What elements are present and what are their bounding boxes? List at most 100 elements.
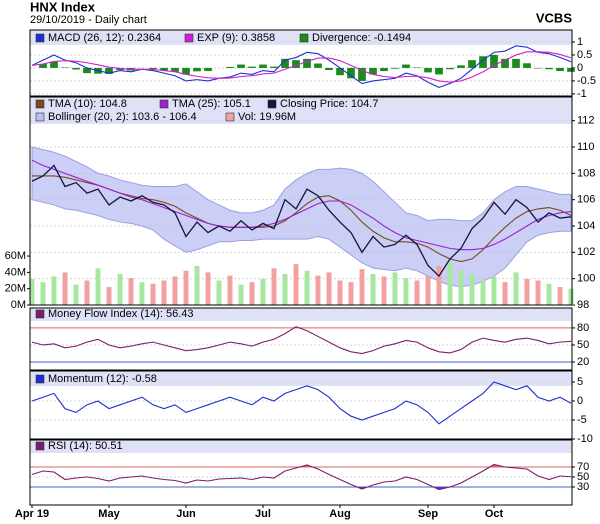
legend-label: Bollinger (20, 2): 103.6 - 106.4 <box>48 111 197 123</box>
legend-swatch <box>225 112 235 122</box>
panel-frame <box>29 370 573 440</box>
divergence-bar <box>413 67 421 68</box>
y-tick-label: -1 <box>577 88 587 100</box>
volume-bar <box>128 278 134 305</box>
y-tick-label: 30 <box>577 481 589 493</box>
y-tick-label: 5 <box>577 376 583 388</box>
divergence-bar <box>325 67 333 71</box>
volume-bar <box>227 275 233 305</box>
legend-swatch <box>35 99 45 109</box>
legend-label: TMA (25): 105.1 <box>172 98 251 110</box>
volume-bar <box>392 272 398 305</box>
volume-bar <box>370 274 376 305</box>
x-tick-label: Sep <box>418 508 438 520</box>
volume-bar <box>150 283 156 305</box>
x-tick-label: May <box>98 508 120 520</box>
divergence-bar <box>446 67 454 70</box>
volume-bar <box>271 268 277 305</box>
indicator-line <box>31 326 572 355</box>
y-tick-label: -5 <box>577 414 587 426</box>
divergence-bar <box>270 66 278 68</box>
legend-swatch <box>184 33 194 43</box>
indicator-line <box>31 159 572 251</box>
volume-bar <box>205 272 211 305</box>
y-tick-label: 80 <box>577 322 589 334</box>
divergence-bar <box>457 65 465 68</box>
legend-label: EXP (9): 0.3858 <box>197 32 275 44</box>
y-tick-label: 108 <box>577 167 595 179</box>
divergence-bar <box>468 60 476 68</box>
volume-bar <box>293 264 299 305</box>
legend-swatch <box>159 99 169 109</box>
divergence-bar <box>248 66 256 68</box>
y-tick-label: 1 <box>577 36 583 48</box>
divergence-bar <box>105 67 113 74</box>
divergence-bar <box>336 67 344 76</box>
price-line <box>31 164 572 278</box>
y-tick-label: 100 <box>577 273 595 285</box>
volume-bar <box>260 278 266 305</box>
volume-bar <box>359 269 365 305</box>
legend-label: TMA (10): 104.8 <box>48 98 127 110</box>
divergence-bar <box>182 67 190 75</box>
legend-swatch <box>35 309 45 319</box>
y2-tick-label: 0M <box>11 299 26 311</box>
y-tick-label: 112 <box>577 115 595 127</box>
y-tick-label: 104 <box>577 220 595 232</box>
divergence-bar <box>424 67 432 73</box>
legend-label: RSI (14): 50.51 <box>48 440 123 452</box>
volume-bar <box>29 278 35 305</box>
divergence-bar <box>160 67 168 71</box>
volume-bar <box>40 282 46 305</box>
legend-label: Closing Price: 104.7 <box>280 98 378 110</box>
volume-bar <box>249 282 255 305</box>
volume-bar <box>183 270 189 305</box>
volume-bar <box>161 280 167 305</box>
legend-label: MACD (26, 12): 0.2364 <box>48 32 161 44</box>
indicator-line <box>31 381 572 425</box>
volume-bar <box>348 282 354 305</box>
divergence-bar <box>39 64 47 68</box>
volume-bar <box>381 276 387 305</box>
volume-bar <box>546 283 552 305</box>
volume-bar <box>326 272 332 305</box>
y2-tick-label: 60M <box>5 250 26 262</box>
volume-bar <box>535 280 541 305</box>
volume-bar <box>106 287 112 305</box>
volume-bar <box>568 288 574 305</box>
legend-swatch <box>267 99 277 109</box>
indicator-line <box>31 45 572 89</box>
divergence-bar <box>556 67 564 72</box>
legend-swatch <box>35 112 45 122</box>
volume-bar <box>414 280 420 305</box>
chart-title: HNX Index <box>30 0 96 14</box>
divergence-bar <box>83 67 91 74</box>
divergence-bar <box>292 60 300 68</box>
divergence-bar <box>171 67 179 72</box>
y-tick-label: 0 <box>577 395 583 407</box>
divergence-bar <box>259 64 267 68</box>
legend-background <box>30 371 572 386</box>
legend-label: Vol: 19.96M <box>238 111 296 123</box>
x-tick-label: Apr 19 <box>15 508 49 520</box>
y-tick-label: -0.5 <box>577 75 596 87</box>
volume-bar <box>238 284 244 305</box>
divergence-bar <box>402 64 410 68</box>
divergence-bar <box>369 67 377 75</box>
x-tick-label: Jun <box>176 508 196 520</box>
divergence-bar <box>204 67 212 72</box>
volume-bar <box>469 274 475 305</box>
divergence-bar <box>567 67 575 72</box>
volume-bar <box>117 274 123 305</box>
volume-bar <box>513 272 519 305</box>
x-tick-label: Jul <box>255 508 271 520</box>
y-tick-label: 70 <box>577 461 589 473</box>
y2-tick-label: 40M <box>5 266 26 278</box>
extreme-shade <box>32 487 571 490</box>
volume-bar <box>458 270 464 305</box>
volume-bar <box>304 270 310 305</box>
y-tick-label: 98 <box>577 299 589 311</box>
divergence-bar <box>358 67 366 81</box>
chart-subtitle: 29/10/2019 - Daily chart <box>30 14 147 26</box>
